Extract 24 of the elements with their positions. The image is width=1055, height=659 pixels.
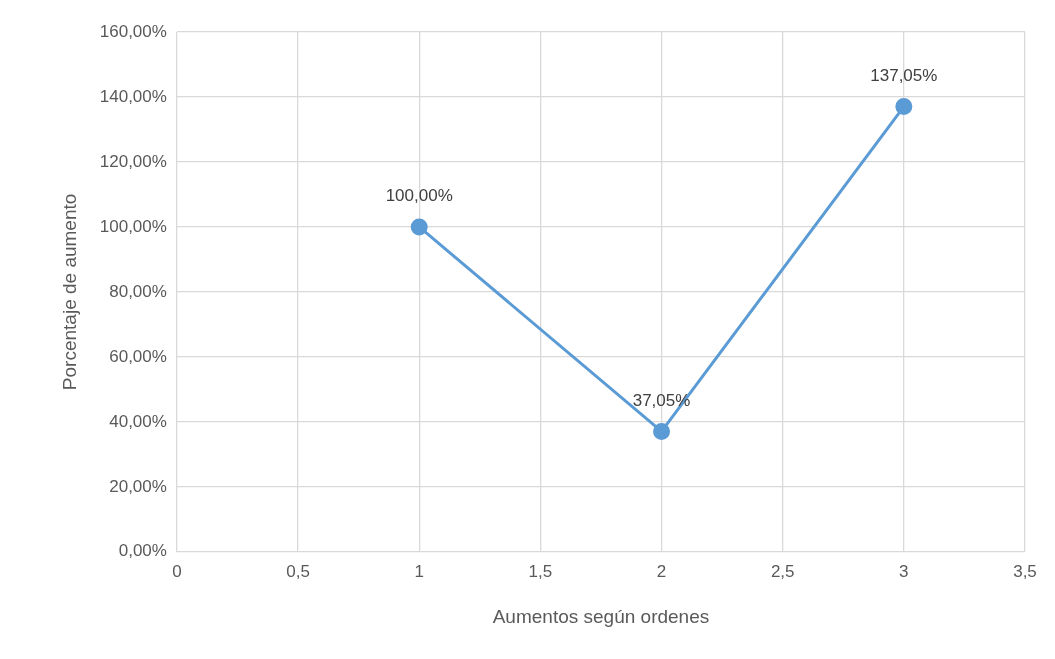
y-tick-label: 40,00% — [109, 411, 167, 431]
y-tick-label: 120,00% — [99, 151, 167, 171]
data-label: 137,05% — [870, 65, 938, 85]
x-tick-label: 1 — [414, 561, 424, 581]
point — [410, 218, 428, 236]
point — [653, 422, 671, 440]
x-tick-label: 2,5 — [770, 561, 795, 581]
x-tick-label: 3 — [899, 561, 909, 581]
y-tick-label: 140,00% — [99, 86, 167, 106]
x-tick-label: 1,5 — [528, 561, 553, 581]
x-tick-label: 0 — [172, 561, 182, 581]
x-tick-label: 0,5 — [286, 561, 310, 581]
y-tick-label: 80,00% — [109, 281, 167, 301]
x-axis-title: Aumentos según ordenes — [492, 605, 710, 627]
y-tick-label: 60,00% — [109, 346, 167, 366]
y-tick-label: 100,00% — [99, 216, 167, 236]
y-tick-label: 0,00% — [118, 541, 167, 561]
x-tick-label: 3,5 — [1013, 561, 1037, 581]
y-tick-label: 20,00% — [109, 476, 167, 496]
data-label: 100,00% — [385, 186, 453, 206]
x-tick-label: 2 — [656, 561, 667, 581]
point — [895, 98, 913, 116]
y-tick-label: 160,00% — [99, 21, 167, 41]
y-axis-title: Porcentaje de aumento — [58, 193, 80, 391]
